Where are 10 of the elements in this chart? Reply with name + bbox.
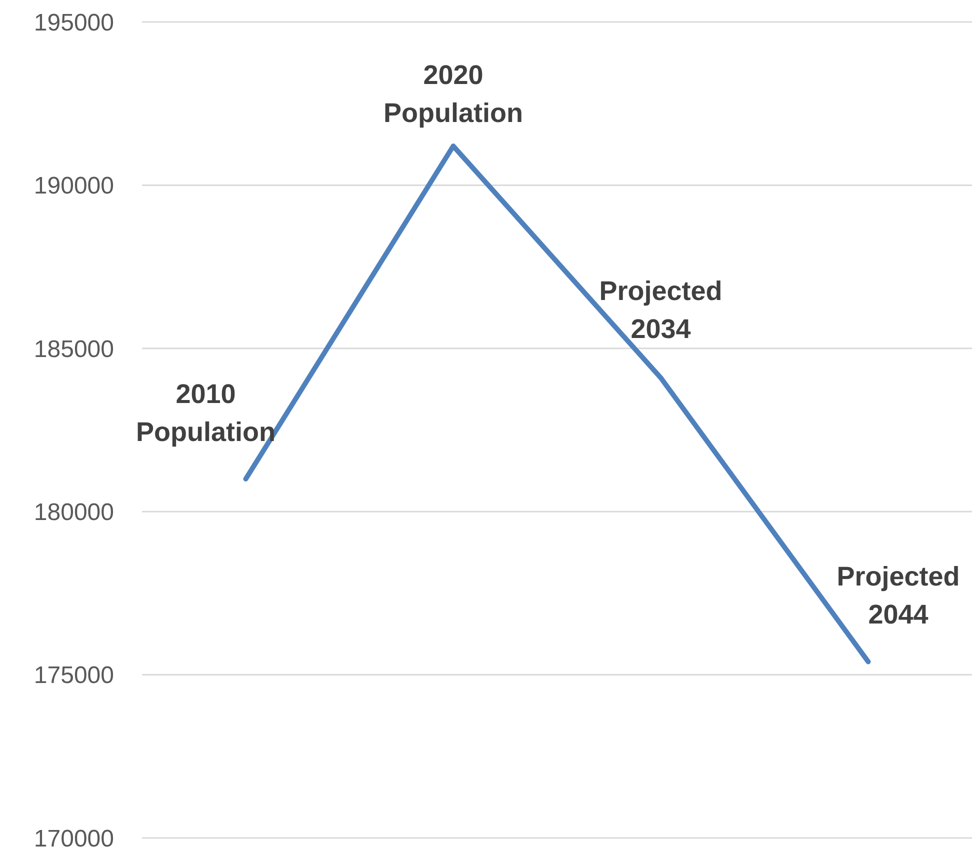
x-tick-label: Projected 2034	[599, 276, 722, 344]
y-tick-label: 185000	[34, 336, 114, 363]
x-tick-label: 2010 Population	[136, 378, 276, 447]
y-tick-label: 180000	[34, 499, 114, 526]
y-tick-label: 195000	[34, 9, 114, 36]
y-tick-label: 175000	[34, 662, 114, 690]
y-tick-label: 170000	[34, 825, 114, 852]
x-tick-label: Projected 2044	[836, 562, 960, 630]
x-tick-label: 2020 Population	[384, 60, 523, 128]
y-tick-label: 190000	[34, 172, 114, 200]
